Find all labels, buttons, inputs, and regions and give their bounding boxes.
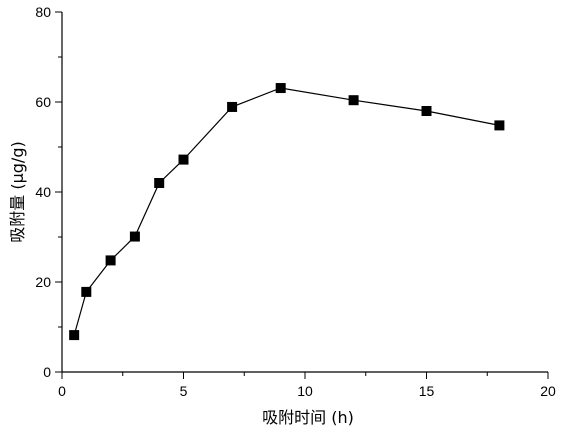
y-tick-label: 60	[35, 94, 51, 110]
data-point	[348, 95, 359, 106]
x-tick-label: 0	[58, 383, 66, 399]
x-axis-title: 吸附时间 (h)	[262, 408, 354, 427]
y-tick-label: 0	[43, 364, 51, 380]
x-tick-label: 20	[540, 383, 556, 399]
x-tick-label: 15	[419, 383, 435, 399]
y-tick-label: 20	[35, 274, 51, 290]
data-point	[105, 255, 116, 266]
x-tick-label: 10	[297, 383, 313, 399]
y-tick-label: 80	[35, 4, 51, 20]
series-layer	[69, 83, 505, 341]
data-point	[154, 178, 165, 188]
series-line	[73, 87, 500, 336]
data-point	[81, 286, 92, 297]
data-point	[129, 231, 140, 242]
axes	[61, 12, 548, 373]
data-point	[69, 330, 80, 341]
y-axis-title: 吸附量 (μg/g)	[8, 141, 27, 242]
data-point	[178, 154, 189, 165]
data-point	[227, 101, 238, 112]
x-axis-ticks: 0 5 10 15 20	[58, 372, 556, 399]
y-tick-label: 40	[35, 184, 51, 200]
data-point	[421, 106, 432, 116]
y-axis-ticks: 0 20 40 60 80	[35, 4, 62, 380]
data-point	[275, 83, 286, 94]
x-tick-label: 5	[180, 383, 188, 399]
data-point	[494, 120, 505, 131]
